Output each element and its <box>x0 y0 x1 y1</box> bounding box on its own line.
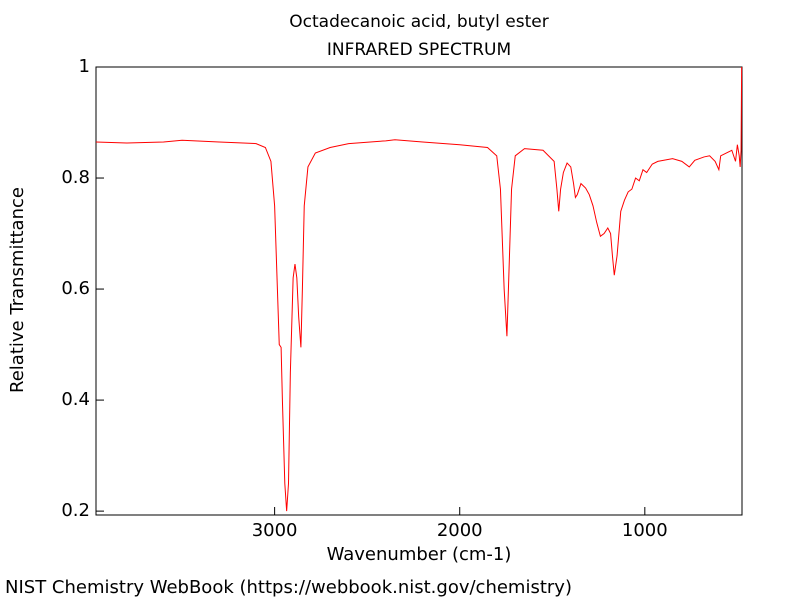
x-axis-label: Wavenumber (cm-1) <box>327 544 512 565</box>
chart-subtitle: INFRARED SPECTRUM <box>327 40 511 60</box>
y-tick-label: 0.2 <box>61 500 90 521</box>
y-tick-label: 1 <box>79 56 90 77</box>
footer: NIST Chemistry WebBook (https://webbook.… <box>5 577 572 598</box>
x-tick-label: 3000 <box>252 520 298 541</box>
chart-title: Octadecanoic acid, butyl ester <box>289 12 548 32</box>
x-tick-label: 2000 <box>437 520 483 541</box>
spectrum-line <box>95 66 743 512</box>
y-tick-label: 0.8 <box>61 167 90 188</box>
y-tick-label: 0.6 <box>61 278 90 299</box>
y-tick-label: 0.4 <box>61 389 90 410</box>
plot-frame <box>95 66 743 516</box>
x-tick-label: 1000 <box>622 520 668 541</box>
y-axis-label: Relative Transmittance <box>7 187 28 393</box>
